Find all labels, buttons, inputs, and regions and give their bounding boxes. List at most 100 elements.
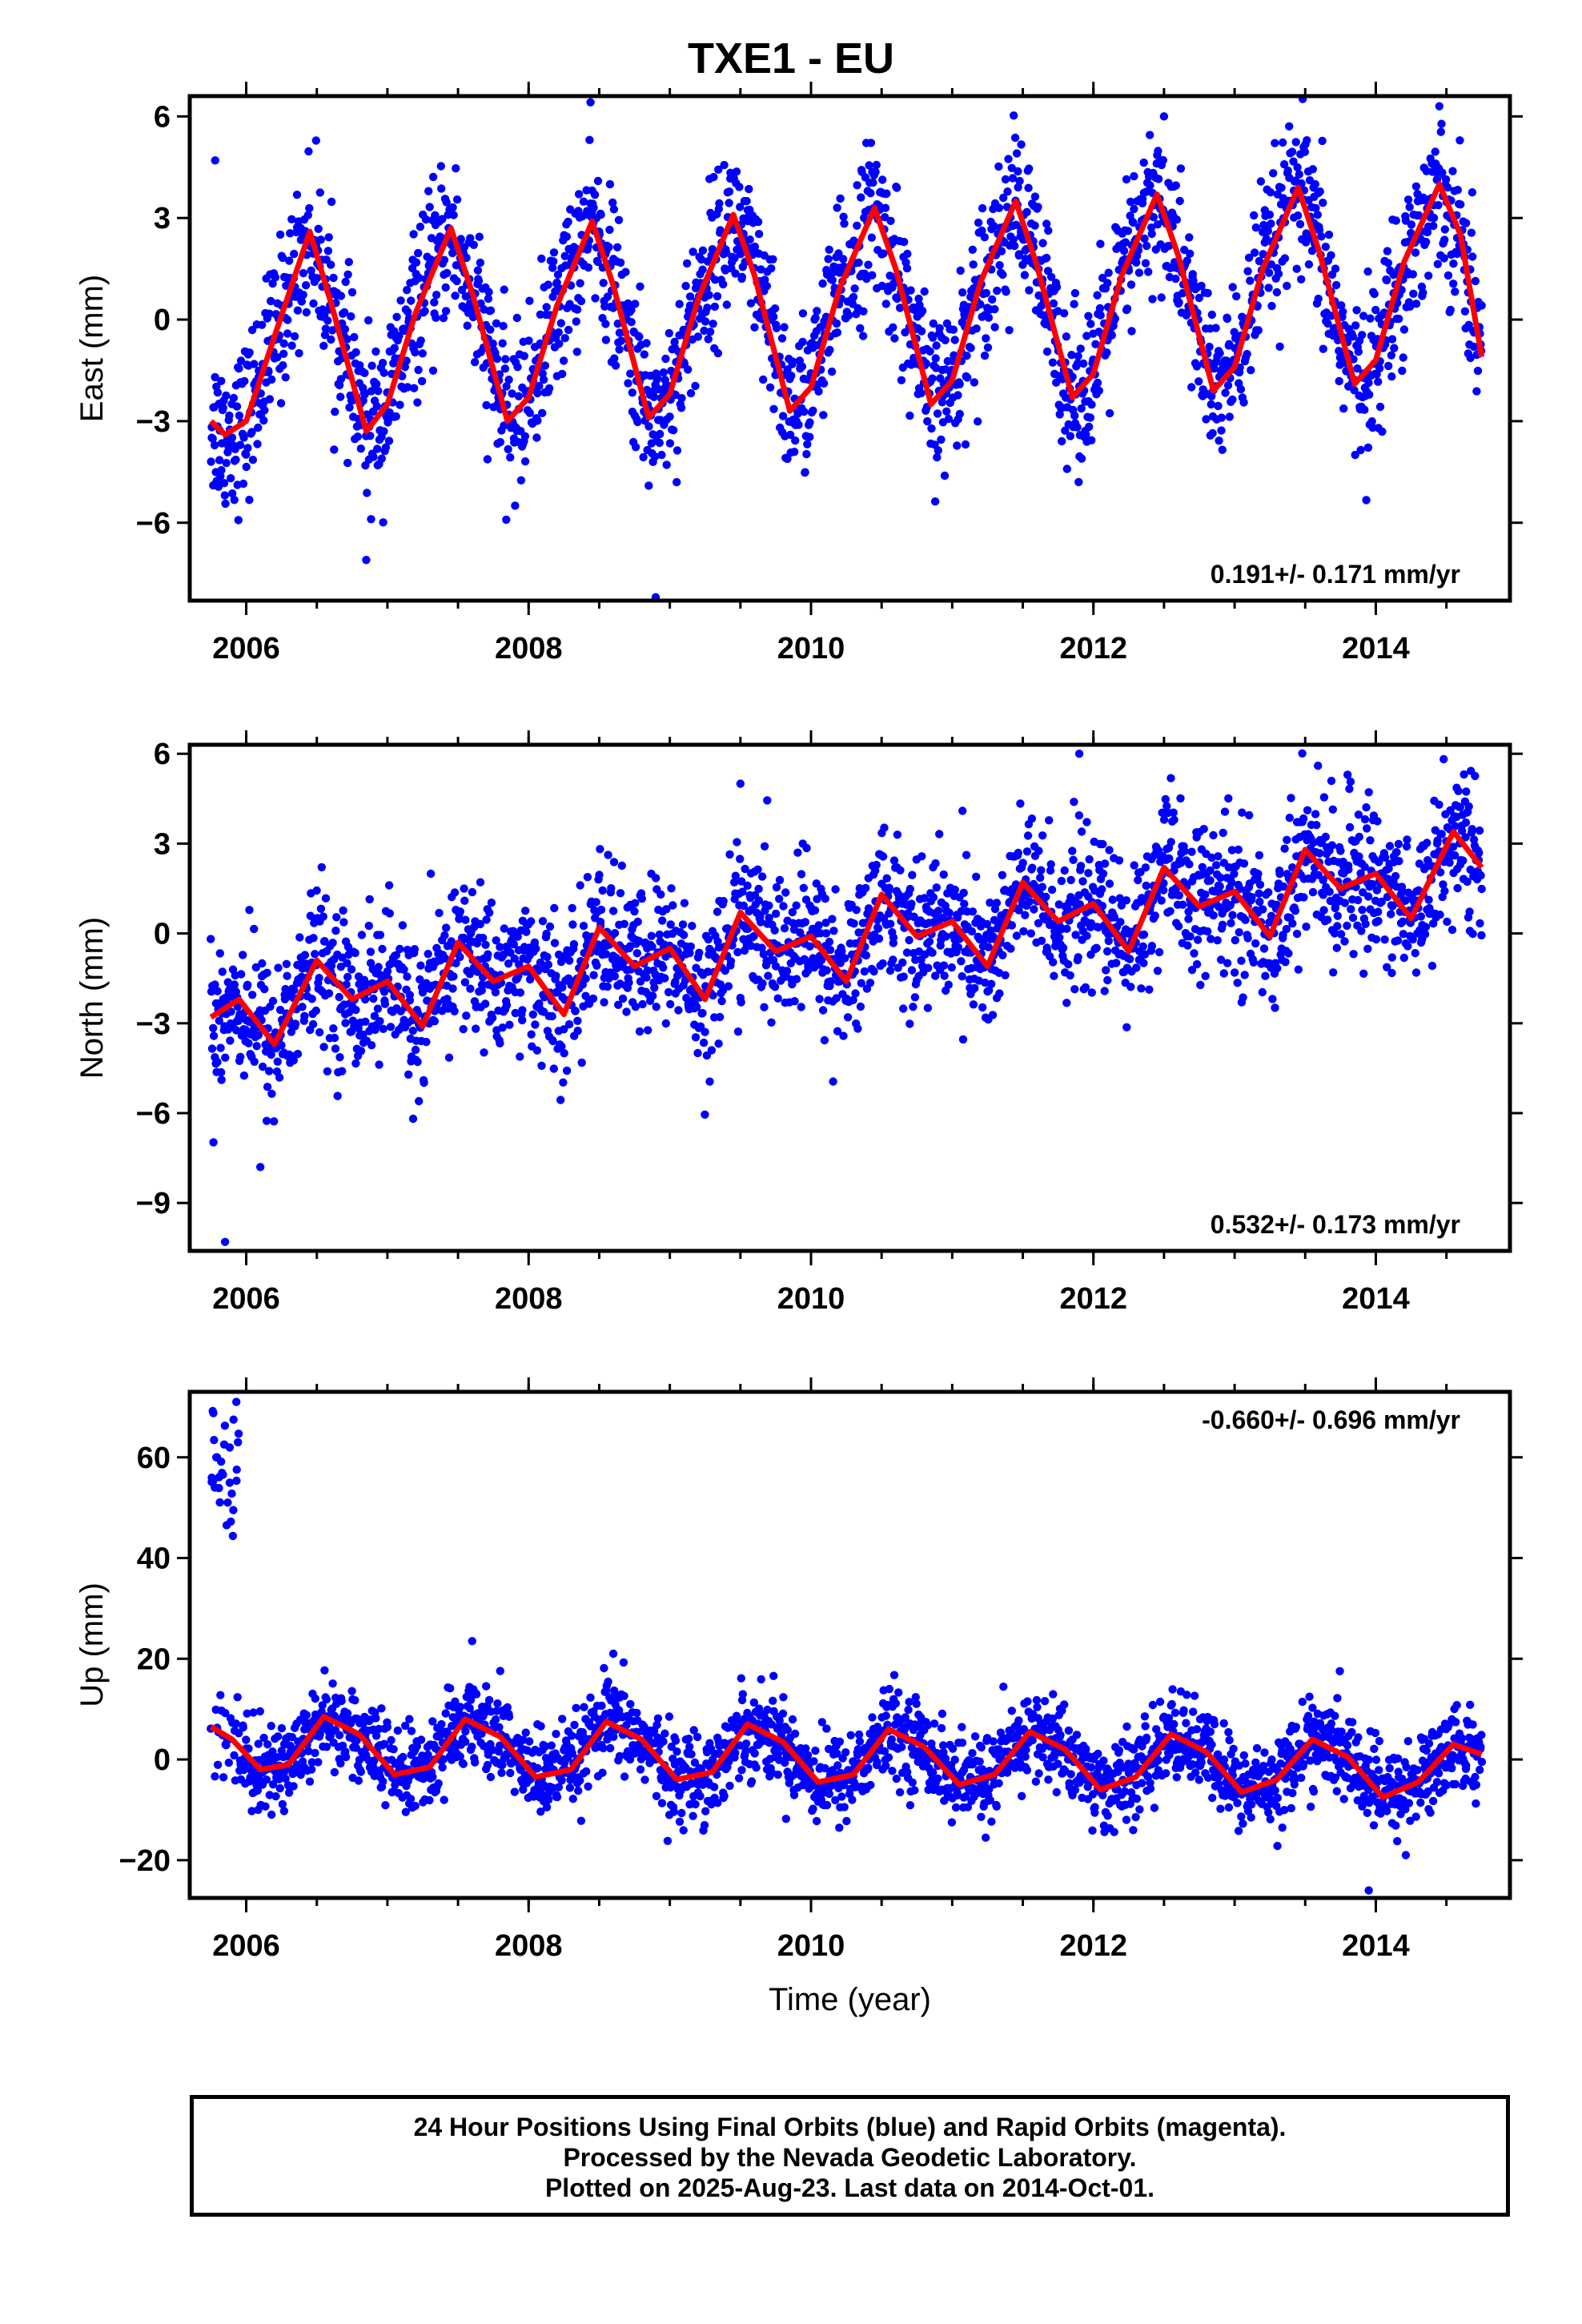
data-point [890,334,899,343]
data-point [416,961,425,970]
data-point [722,300,731,309]
data-point [372,402,381,411]
data-point [974,417,982,426]
data-point [661,974,669,983]
data-point [329,1024,338,1033]
data-point [924,963,933,972]
data-point [440,255,449,264]
data-point [1142,241,1151,251]
data-point [316,904,326,914]
data-point [415,273,424,283]
data-point [439,314,448,323]
data-point [1020,271,1030,279]
data-point [216,1691,225,1699]
data-point [263,968,271,978]
data-point [1366,314,1375,323]
data-point [1062,924,1071,934]
data-point [442,198,451,207]
data-point [978,203,987,213]
data-point [1469,342,1479,352]
data-point [537,254,546,263]
data-point [556,319,565,328]
data-point [976,300,985,309]
data-point [616,336,626,345]
data-point [1319,906,1328,915]
data-point [268,279,277,288]
data-point [898,958,907,967]
data-point [1130,861,1138,870]
data-point [662,460,671,469]
data-point [593,176,603,186]
data-point [661,1019,670,1028]
data-point [1443,271,1453,280]
data-point [857,979,866,987]
data-point [1350,386,1359,395]
data-point [331,927,340,935]
data-point [674,1006,683,1015]
data-point [1159,879,1168,888]
data-point [926,347,934,356]
data-point [254,423,263,432]
data-point [745,184,753,194]
data-point [518,1015,527,1025]
data-point [361,979,371,988]
data-point [1139,158,1148,167]
data-point [652,1003,661,1011]
data-point [1403,195,1413,204]
data-point [451,292,460,300]
data-point [1180,846,1189,855]
data-point [749,931,758,941]
data-point [1354,348,1363,356]
data-point [420,1078,428,1088]
data-point [565,956,574,965]
data-point [1223,959,1232,967]
data-point [666,920,675,929]
data-point [209,1031,219,1040]
data-point [1304,260,1314,269]
data-point [463,321,472,330]
data-point [555,340,564,348]
data-point [315,188,324,197]
data-point [1476,871,1485,880]
data-point [1066,875,1075,885]
data-point [1185,233,1194,242]
data-point [801,468,809,476]
data-point [1091,340,1100,348]
data-point [1402,842,1411,851]
data-point [636,977,645,986]
data-point [925,937,934,947]
data-point [818,1006,828,1015]
data-point [585,135,594,144]
data-point [1275,870,1284,879]
data-point [253,440,262,448]
data-point [532,433,541,442]
data-point [479,934,488,943]
data-point [1275,342,1284,351]
data-point [216,1043,225,1052]
data-point [707,1046,717,1055]
data-point [1028,863,1037,872]
data-point [1076,344,1085,353]
data-point [560,1025,568,1034]
data-point [1159,886,1168,895]
data-point [819,379,829,388]
data-point [369,994,378,1003]
data-point [757,265,765,274]
data-point [760,842,769,851]
data-point [403,383,412,392]
data-point [1161,794,1170,804]
data-point [822,966,831,975]
data-point [1453,186,1463,195]
data-point [1071,931,1080,939]
data-point [821,929,831,938]
data-point [373,444,382,453]
data-point [800,407,809,416]
data-point [1227,846,1237,854]
data-point [780,924,789,933]
data-point [765,913,773,923]
data-point [1015,176,1024,186]
data-point [213,1760,223,1769]
data-point [1336,846,1345,855]
data-point [789,919,797,928]
data-point [316,235,325,244]
